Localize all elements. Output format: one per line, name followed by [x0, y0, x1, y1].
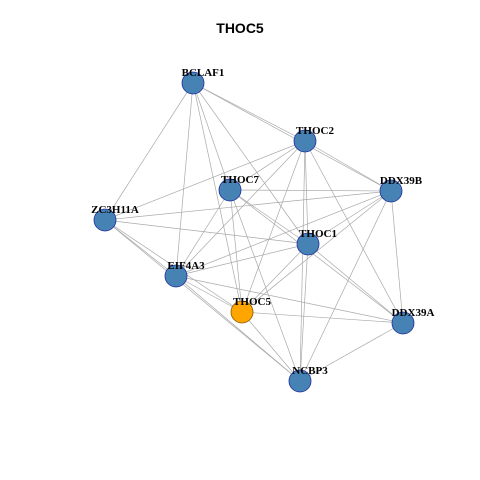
edge-thoc2-thoc7 [229, 140, 306, 191]
edge-thoc2-ncbp3 [299, 140, 306, 382]
edge-thoc1-eif4a3 [175, 243, 309, 277]
edge-thoc5-ddx39a [241, 311, 404, 324]
node-circle-ddx39b [379, 179, 403, 203]
node-label-ddx39b: DDX39B [380, 175, 423, 187]
node-thoc1: THOC1 [296, 228, 337, 256]
node-circle-thoc2 [293, 129, 317, 153]
node-ncbp3: NCBP3 [288, 365, 328, 393]
edges-layer [104, 82, 404, 382]
node-eif4a3: EIF4A3 [164, 260, 205, 288]
node-label-thoc1: THOC1 [299, 228, 337, 240]
edge-thoc2-ddx39a [304, 140, 404, 324]
edge-ddx39a-ncbp3 [299, 322, 404, 382]
node-bclaf1: BCLAF1 [181, 67, 225, 95]
edge-ddx39b-zc3h11a [104, 190, 392, 221]
edge-thoc1-thoc5 [241, 243, 309, 313]
node-thoc5: THOC5 [230, 296, 271, 324]
edge-bclaf1-thoc2 [192, 82, 306, 142]
edge-bclaf1-eif4a3 [175, 82, 194, 277]
edge-ddx39b-ncbp3 [299, 190, 392, 382]
node-label-zc3h11a: ZC3H11A [91, 204, 139, 216]
node-label-ncbp3: NCBP3 [292, 365, 328, 377]
edge-thoc7-ddx39a [229, 189, 404, 324]
node-circle-eif4a3 [164, 264, 188, 288]
edge-thoc2-thoc1 [304, 140, 309, 245]
edge-bclaf1-thoc5 [192, 82, 243, 313]
node-ddx39b: DDX39B [379, 175, 423, 203]
network-title: THOC5 [216, 20, 264, 36]
node-label-thoc5: THOC5 [233, 296, 271, 308]
node-circle-ncbp3 [288, 369, 312, 393]
edge-bclaf1-thoc7 [192, 82, 231, 191]
edge-bclaf1-zc3h11a [104, 82, 194, 221]
node-label-thoc7: THOC7 [221, 174, 259, 186]
node-circle-thoc5 [230, 300, 254, 324]
edge-eif4a3-ddx39a [175, 275, 404, 324]
node-thoc7: THOC7 [218, 174, 259, 202]
node-label-bclaf1: BCLAF1 [182, 67, 225, 79]
node-thoc2: THOC2 [293, 125, 334, 153]
edge-thoc7-thoc1 [229, 189, 309, 245]
edge-zc3h11a-ncbp3 [104, 219, 301, 382]
edge-zc3h11a-thoc1 [104, 219, 309, 245]
edge-thoc2-zc3h11a [104, 140, 306, 221]
edge-eif4a3-thoc5 [175, 275, 243, 313]
node-zc3h11a: ZC3H11A [91, 204, 139, 232]
edge-thoc1-ddx39a [307, 243, 404, 324]
node-circle-thoc7 [218, 178, 242, 202]
node-ddx39a: DDX39A [391, 307, 435, 335]
node-label-eif4a3: EIF4A3 [167, 260, 205, 272]
edge-thoc7-ddx39b [229, 189, 392, 192]
edge-thoc2-thoc5 [241, 140, 306, 313]
edge-bclaf1-ddx39b [192, 82, 392, 192]
node-label-ddx39a: DDX39A [392, 307, 435, 319]
nodes-layer: BCLAF1 THOC2 THOC7 DDX39B ZC3H11A THOC1 EIF4A3… [91, 67, 435, 393]
edge-ddx39b-ddx39a [390, 190, 404, 324]
edge-thoc7-eif4a3 [175, 189, 231, 277]
edge-eif4a3-ncbp3 [175, 275, 301, 382]
node-label-thoc2: THOC2 [296, 125, 334, 137]
edge-thoc2-eif4a3 [175, 140, 306, 277]
edge-thoc7-thoc5 [229, 189, 243, 313]
edge-thoc5-ncbp3 [241, 311, 301, 382]
edge-thoc7-ncbp3 [229, 189, 301, 382]
edge-ddx39b-thoc1 [307, 190, 392, 245]
node-circle-bclaf1 [181, 71, 205, 95]
edge-ddx39b-eif4a3 [175, 190, 392, 277]
edge-thoc1-ncbp3 [299, 243, 309, 382]
node-circle-zc3h11a [93, 208, 117, 232]
node-circle-thoc1 [296, 232, 320, 256]
edge-thoc2-ddx39b [304, 140, 392, 192]
node-circle-ddx39a [391, 311, 415, 335]
edge-bclaf1-thoc1 [192, 82, 309, 245]
